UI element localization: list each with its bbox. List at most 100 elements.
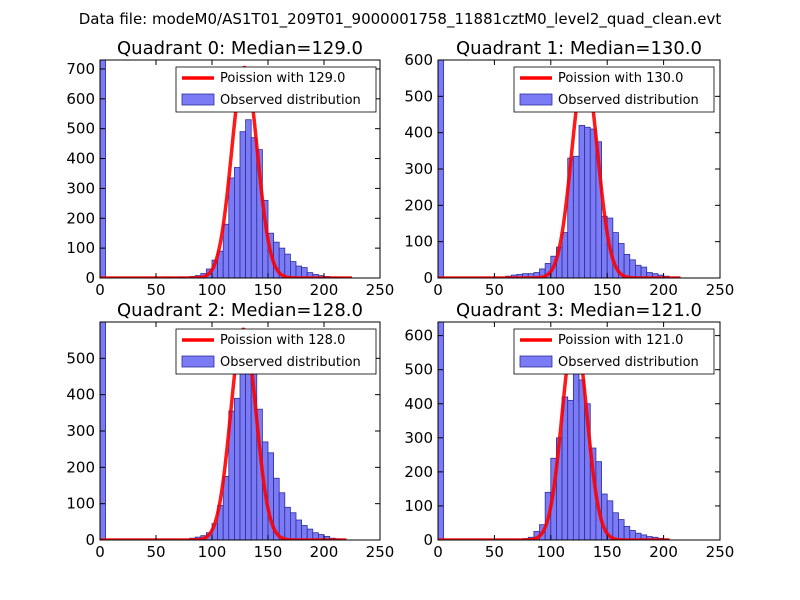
histogram-bar bbox=[301, 525, 308, 540]
x-tick-label: 100 bbox=[536, 281, 565, 299]
y-tick-label: 100 bbox=[404, 497, 433, 515]
histogram-bar bbox=[239, 131, 246, 278]
x-tick-label: 200 bbox=[649, 543, 678, 561]
histogram-bar bbox=[578, 379, 586, 540]
legend-bar-swatch bbox=[519, 355, 553, 368]
legend: Poission with 129.0 Observed distribution bbox=[175, 66, 377, 113]
figure-title: Data file: modeM0/AS1T01_209T01_90000017… bbox=[79, 10, 722, 29]
x-tick-label: 150 bbox=[254, 281, 283, 299]
histogram-bar bbox=[245, 119, 252, 278]
histogram-bar bbox=[578, 125, 586, 278]
histogram-bar bbox=[572, 155, 580, 278]
x-tick-label: 200 bbox=[310, 281, 339, 299]
x-tick-label: 50 bbox=[146, 543, 165, 561]
subplot-title: Quadrant 0: Median=129.0 bbox=[117, 38, 363, 59]
subplot-quadrant-2: 0 50 100 150 200 250 0 100 200 300 400 500 Quadrant … bbox=[66, 300, 394, 561]
y-tick-label: 300 bbox=[404, 160, 433, 178]
y-tick-label: 700 bbox=[66, 60, 95, 78]
legend: Poission with 121.0 Observed distribution bbox=[513, 328, 715, 375]
y-tick-label: 100 bbox=[66, 239, 95, 257]
subplot-grid: 0 50 100 150 200 2500100200300400500600700Qua… bbox=[66, 38, 734, 561]
y-tick-label: 200 bbox=[404, 463, 433, 481]
axes-frame bbox=[99, 59, 381, 279]
histogram-bar bbox=[612, 512, 619, 540]
histogram-bar bbox=[618, 519, 625, 540]
legend-bar-label: Observed distribution bbox=[558, 93, 699, 108]
x-tick-label: 50 bbox=[146, 281, 165, 299]
legend-curve-label: Poission with 121.0 bbox=[558, 333, 683, 348]
x-tick-label: 250 bbox=[366, 281, 395, 299]
legend-curve-label: Poission with 128.0 bbox=[220, 333, 345, 348]
x-tick-label: 0 bbox=[95, 543, 105, 561]
x-tick-label: 250 bbox=[706, 281, 735, 299]
histogram-bar bbox=[589, 128, 597, 278]
histogram-bar bbox=[228, 177, 235, 278]
x-tick-label: 0 bbox=[95, 281, 105, 299]
y-tick-label: 100 bbox=[66, 495, 95, 513]
subplot-quadrant-3: 0 50 100 150 200 250 0 100 200 300 400 500 600 Quadra… bbox=[404, 300, 734, 561]
histogram-bar bbox=[561, 232, 569, 278]
x-tick-label: 100 bbox=[536, 543, 565, 561]
y-tick-label: 200 bbox=[404, 196, 433, 214]
y-tick-label: 400 bbox=[404, 124, 433, 142]
histogram-bar bbox=[289, 261, 297, 278]
histogram-bar bbox=[623, 253, 631, 278]
subplot-quadrant-1: 0 50 100 150 200 250 0 100 200 300 400 500 600 Quadra… bbox=[404, 38, 734, 299]
histogram-bar bbox=[100, 60, 106, 278]
y-tick-label: 500 bbox=[404, 361, 433, 379]
histogram-bar bbox=[584, 126, 591, 278]
y-tick-label: 0 bbox=[423, 531, 433, 549]
legend-curve-label: Poission with 130.0 bbox=[558, 71, 683, 86]
histogram-bar bbox=[295, 519, 302, 540]
histogram-bar bbox=[278, 492, 286, 540]
y-tick-label: 200 bbox=[66, 209, 95, 227]
y-tick-label: 500 bbox=[66, 120, 95, 138]
histogram-bar bbox=[239, 365, 246, 540]
x-tick-label: 150 bbox=[254, 543, 283, 561]
x-tick-label: 150 bbox=[593, 281, 622, 299]
x-tick-label: 50 bbox=[485, 543, 504, 561]
histogram-bar bbox=[567, 399, 574, 540]
legend: Poission with 130.0 Observed distribution bbox=[513, 66, 715, 113]
histogram-bar bbox=[284, 253, 291, 278]
y-tick-label: 300 bbox=[404, 429, 433, 447]
axes-frame bbox=[437, 321, 721, 541]
histogram-bar bbox=[438, 322, 445, 540]
y-tick-label: 100 bbox=[404, 233, 433, 251]
subplot-title: Quadrant 3: Median=121.0 bbox=[456, 300, 702, 321]
histogram-bar bbox=[635, 264, 642, 278]
y-tick-label: 600 bbox=[404, 51, 433, 69]
x-tick-label: 250 bbox=[706, 543, 735, 561]
subplot-title: Quadrant 2: Median=128.0 bbox=[117, 300, 363, 321]
poisson-curve bbox=[100, 65, 352, 278]
x-tick-label: 100 bbox=[198, 281, 227, 299]
legend: Poission with 128.0 Observed distribution bbox=[175, 328, 377, 375]
y-tick-label: 400 bbox=[66, 386, 95, 404]
y-tick-label: 300 bbox=[66, 422, 95, 440]
legend-curve-label: Poission with 129.0 bbox=[220, 71, 345, 86]
poisson-curve bbox=[100, 327, 347, 540]
x-tick-label: 0 bbox=[433, 543, 443, 561]
histogram-bar bbox=[284, 506, 291, 540]
histogram-bar bbox=[629, 259, 636, 278]
histogram-bar bbox=[572, 369, 580, 540]
histogram-bar bbox=[233, 397, 241, 540]
histogram-bar bbox=[623, 525, 631, 540]
legend-bar-label: Observed distribution bbox=[558, 355, 699, 370]
y-tick-label: 600 bbox=[66, 90, 95, 108]
subplot-title: Quadrant 1: Median=130.0 bbox=[456, 38, 702, 59]
legend-bar-label: Observed distribution bbox=[220, 93, 361, 108]
x-tick-label: 200 bbox=[649, 281, 678, 299]
x-tick-label: 150 bbox=[593, 543, 622, 561]
legend-bar-label: Observed distribution bbox=[220, 355, 361, 370]
x-tick-label: 0 bbox=[433, 281, 443, 299]
plot-area bbox=[100, 60, 352, 278]
histogram-bar bbox=[595, 141, 602, 278]
y-tick-label: 0 bbox=[85, 269, 95, 287]
x-tick-label: 50 bbox=[485, 281, 504, 299]
histogram-bar bbox=[289, 512, 297, 540]
histogram-bar bbox=[233, 167, 241, 278]
legend-bar-swatch bbox=[519, 93, 553, 106]
y-tick-label: 300 bbox=[66, 179, 95, 197]
legend-bar-swatch bbox=[181, 355, 215, 368]
